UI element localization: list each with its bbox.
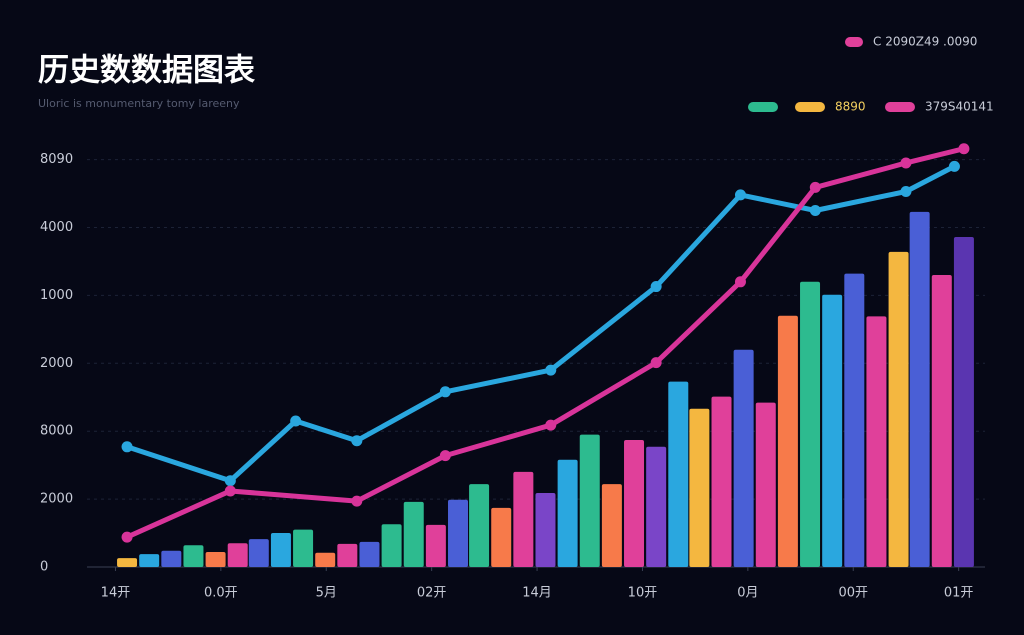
line-point [121, 531, 133, 543]
bar [205, 552, 226, 567]
line-point [224, 485, 236, 497]
legend-label: 8890 [835, 100, 866, 114]
bar [381, 524, 402, 567]
line-point [650, 281, 662, 293]
bar [601, 484, 622, 567]
bar [359, 541, 380, 567]
line-point [900, 185, 912, 197]
line-point [351, 435, 363, 447]
bar [800, 281, 821, 567]
bar [822, 294, 843, 567]
x-tick-label: 5月 [316, 586, 337, 601]
bar [491, 507, 512, 567]
legend-label: C 2090Z49 .0090 [873, 35, 977, 49]
bar [668, 381, 689, 567]
bar [448, 499, 469, 567]
chart-title: 历史数数据图表 [38, 53, 255, 89]
x-tick-label: 14月 [522, 586, 552, 601]
legend-label: 379S40141 [925, 100, 994, 114]
x-tick-label: 14开 [101, 586, 131, 601]
bar [403, 501, 424, 567]
bar [227, 543, 248, 567]
y-tick-label: 8090 [40, 152, 73, 167]
bar [689, 408, 710, 567]
bar [909, 211, 930, 567]
y-tick-label: 2000 [40, 356, 73, 371]
line-point [439, 386, 451, 398]
bar [579, 434, 600, 567]
line [124, 146, 967, 540]
line-point [734, 276, 746, 288]
bar [469, 484, 490, 567]
bar [777, 315, 798, 567]
line-point [650, 357, 662, 369]
bar [866, 316, 887, 567]
bar [117, 558, 138, 567]
legend-swatch [885, 102, 915, 112]
y-tick-label: 4000 [40, 220, 73, 235]
line-point [545, 419, 557, 431]
legend-swatch [845, 37, 863, 47]
x-tick-label: 10开 [628, 586, 658, 601]
bar [425, 524, 446, 567]
bar [535, 492, 556, 567]
bar [953, 236, 974, 567]
bar [755, 402, 776, 567]
bar [139, 554, 160, 567]
y-tick-label: 8000 [40, 424, 73, 439]
x-tick-label: 01开 [944, 586, 974, 601]
line-point [121, 441, 133, 453]
y-tick-label: 2000 [40, 492, 73, 507]
x-tick-label: 02开 [417, 586, 447, 601]
line-point [900, 157, 912, 169]
bar [711, 396, 732, 567]
line-point [809, 181, 821, 193]
line-point [734, 189, 746, 201]
line-point [224, 475, 236, 487]
bar [733, 349, 754, 567]
bar [844, 273, 865, 567]
line-point [351, 495, 363, 507]
y-tick-label: 1000 [40, 288, 73, 303]
x-tick-label: 00开 [838, 586, 868, 601]
legend-swatch [748, 102, 778, 112]
bar [557, 459, 578, 567]
bar [337, 543, 358, 567]
chart-subtitle: Uloric is monumentary tomy lareeny [38, 97, 240, 110]
bar [513, 471, 534, 567]
line-point [948, 160, 960, 172]
bar [646, 446, 667, 567]
bar [624, 440, 645, 567]
bar [931, 275, 952, 567]
line-point [958, 143, 970, 155]
x-tick-label: 0.0开 [204, 586, 238, 601]
x-tick-label: 0月 [737, 586, 758, 601]
bar [248, 539, 269, 567]
legend-swatch [795, 102, 825, 112]
line-point [545, 364, 557, 376]
line-point [809, 205, 821, 217]
bar [270, 533, 291, 567]
bar [888, 251, 909, 568]
bar [315, 552, 336, 567]
y-tick-label: 0 [40, 560, 48, 575]
bar [161, 550, 182, 567]
bar [183, 545, 204, 567]
bar [293, 529, 314, 567]
line-point [439, 450, 451, 462]
line-point [290, 415, 302, 427]
